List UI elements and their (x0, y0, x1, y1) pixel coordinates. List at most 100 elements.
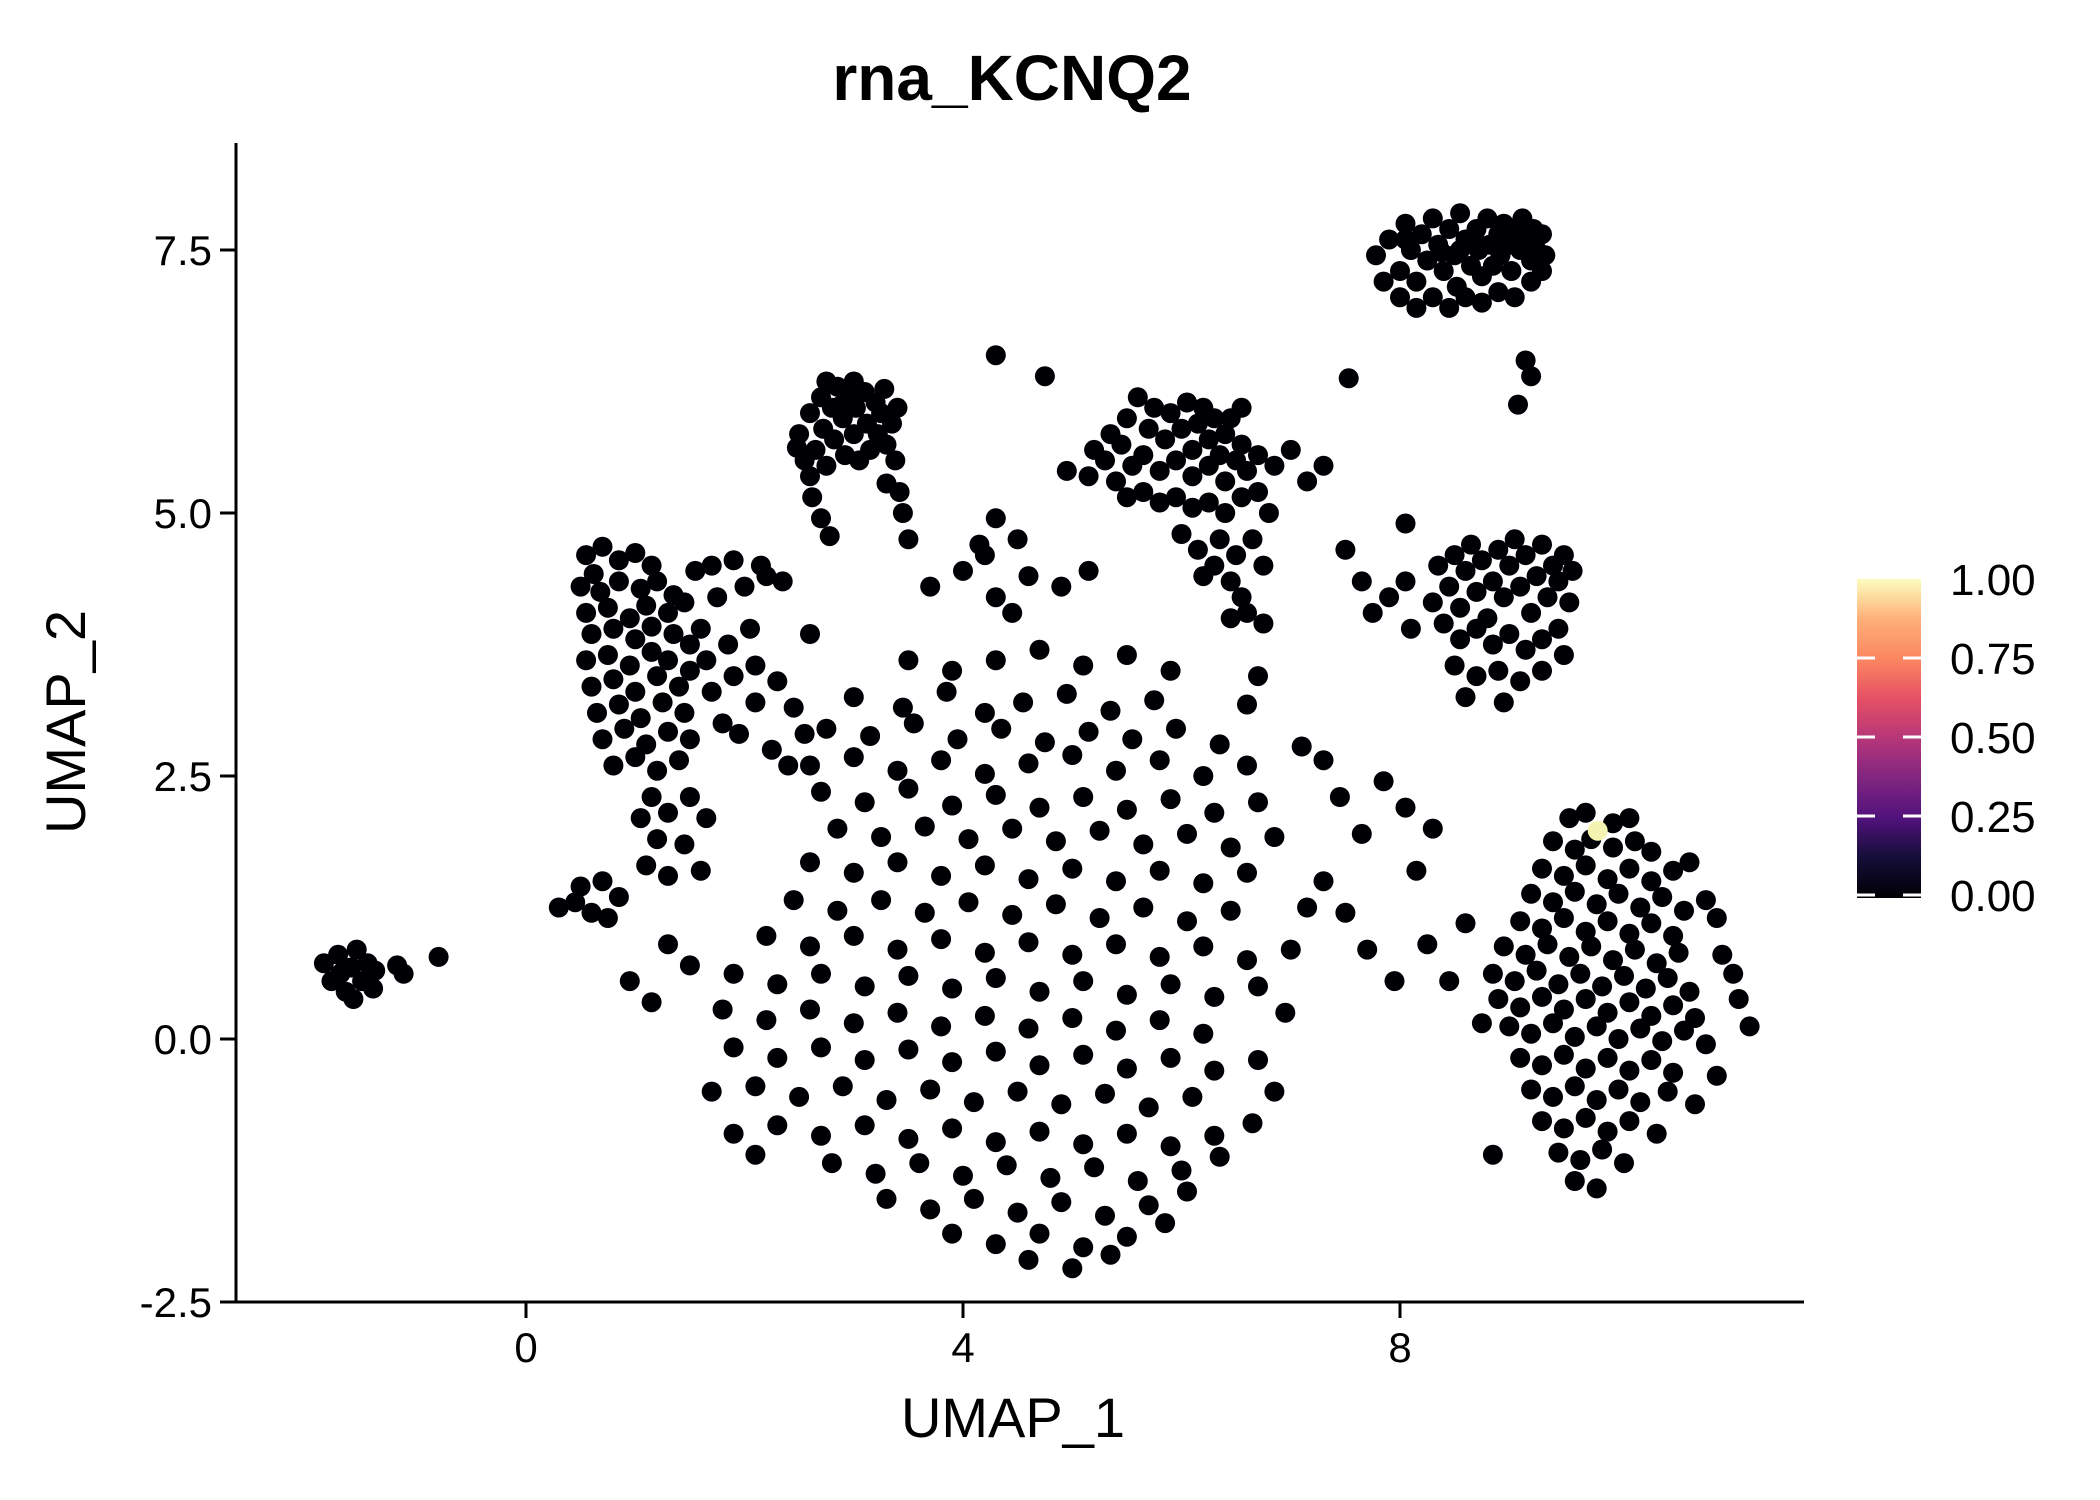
data-point (1641, 1050, 1662, 1070)
data-point (885, 450, 906, 471)
data-point (1493, 692, 1514, 713)
data-point (1532, 629, 1552, 650)
data-point (658, 802, 678, 823)
data-point (1160, 1047, 1181, 1068)
data-point (819, 526, 840, 547)
data-point (1291, 736, 1312, 757)
data-point (1045, 894, 1066, 915)
data-point (843, 371, 864, 392)
data-point (636, 595, 657, 616)
data-point (1029, 1223, 1050, 1244)
data-point (860, 726, 881, 746)
data-point (985, 784, 1006, 805)
data-point (887, 852, 908, 873)
data-point (1619, 858, 1640, 879)
data-point (843, 925, 864, 946)
data-point (1564, 1026, 1585, 1047)
data-point (1482, 634, 1503, 655)
data-point (1116, 1226, 1137, 1247)
data-point (1619, 808, 1640, 829)
data-point (1619, 1060, 1640, 1081)
data-point (723, 1123, 744, 1144)
data-point (1461, 534, 1481, 555)
data-point (625, 629, 646, 650)
data-point (1193, 873, 1214, 894)
y-axis-title: UMAP_2 (34, 610, 97, 834)
data-point (1182, 497, 1203, 518)
data-point (1564, 1171, 1585, 1191)
data-point (1548, 1142, 1569, 1163)
data-point (1133, 897, 1154, 918)
data-point (1215, 471, 1236, 492)
data-point (393, 963, 414, 984)
data-point (1002, 904, 1023, 925)
data-point (1543, 1086, 1563, 1107)
data-point (1390, 261, 1410, 281)
data-point (597, 908, 618, 928)
data-point (1018, 932, 1039, 953)
data-point (1395, 571, 1416, 592)
data-point (845, 397, 866, 418)
data-point (1488, 539, 1509, 560)
data-point (767, 1047, 788, 1068)
data-point (1198, 492, 1219, 513)
data-point (805, 439, 826, 460)
data-point (641, 616, 662, 637)
data-point (1679, 981, 1700, 1002)
data-point (641, 787, 662, 807)
data-point (843, 862, 864, 883)
data-point (1329, 787, 1350, 807)
data-point (1526, 566, 1547, 587)
data-point (1209, 529, 1230, 550)
data-point (1586, 1090, 1607, 1110)
data-point (1619, 1111, 1640, 1132)
data-point (1564, 881, 1585, 902)
axes (234, 143, 1804, 1304)
data-point (597, 645, 618, 665)
data-point (1499, 555, 1520, 576)
data-point (630, 708, 651, 729)
data-point (1508, 394, 1528, 415)
data-point (1073, 1134, 1094, 1155)
data-point (827, 900, 848, 921)
data-point (1149, 860, 1170, 881)
data-point (592, 729, 613, 750)
data-point (974, 702, 995, 723)
data-point (583, 564, 604, 584)
data-point (712, 999, 733, 1020)
data-point (669, 676, 689, 697)
data-point (630, 808, 651, 829)
data-point (1313, 750, 1334, 771)
data-point (576, 602, 597, 623)
data-point (1248, 1050, 1268, 1070)
data-point (328, 944, 349, 965)
data-point (346, 939, 367, 960)
data-point (1248, 792, 1268, 813)
data-point (581, 624, 602, 644)
data-point (985, 1132, 1006, 1153)
data-point (1100, 1244, 1121, 1265)
data-point (1663, 860, 1684, 881)
data-point (953, 560, 973, 581)
data-point (619, 655, 640, 676)
data-point (898, 965, 919, 986)
data-point (953, 1165, 973, 1186)
data-point (745, 692, 766, 713)
data-point (1510, 997, 1531, 1018)
data-point (832, 1076, 853, 1097)
data-point (1100, 424, 1121, 445)
data-point (1171, 418, 1192, 439)
data-point (1630, 1018, 1651, 1039)
data-point (1444, 655, 1465, 676)
data-point (679, 729, 700, 750)
data-point (1073, 971, 1094, 992)
data-point (756, 1010, 777, 1031)
data-point (1248, 482, 1268, 502)
data-point (898, 778, 919, 799)
data-point (1575, 802, 1596, 823)
data-point (1535, 245, 1556, 266)
data-point (1422, 287, 1443, 308)
data-point (1532, 986, 1552, 1007)
data-point (1537, 587, 1558, 608)
data-point (1471, 550, 1492, 571)
